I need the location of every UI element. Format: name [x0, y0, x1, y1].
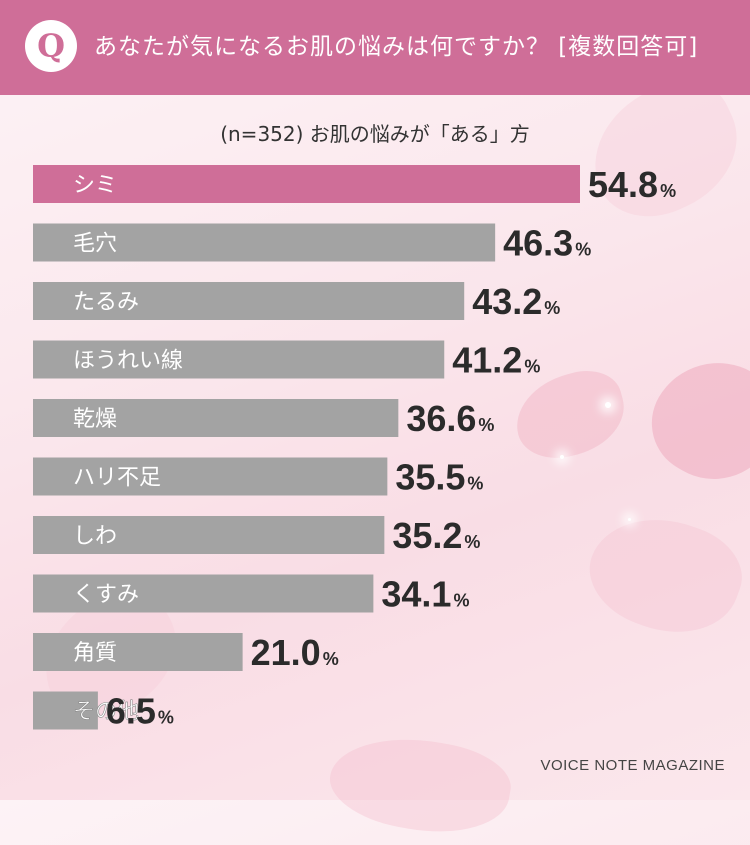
value-label-7: 34.1%	[381, 574, 469, 615]
value-number-3: 41.2	[452, 340, 522, 381]
bar-8	[33, 633, 243, 671]
bar-4	[33, 399, 399, 437]
value-unit-9: %	[158, 708, 174, 728]
chart-title: (n=352) お肌の悩みが「ある」方	[220, 122, 530, 146]
value-label-1: 46.3%	[503, 223, 591, 264]
value-number-6: 35.2	[392, 515, 462, 556]
sparkle-decoration	[560, 455, 564, 459]
bar-9	[33, 691, 98, 730]
bar-label-3: ほうれい線	[73, 349, 183, 374]
value-label-4: 36.6%	[406, 398, 494, 439]
value-number-4: 36.6	[406, 398, 476, 439]
bar-0	[33, 165, 580, 203]
value-unit-0: %	[660, 181, 676, 201]
bar-label-9: その他	[73, 700, 139, 725]
value-unit-1: %	[575, 240, 591, 260]
bar-5	[33, 457, 388, 496]
value-number-9: 6.5	[106, 691, 156, 732]
brand-watermark: VOICE NOTE MAGAZINE	[540, 757, 725, 774]
bar-label-1: 毛穴	[73, 232, 117, 257]
bar-7	[33, 574, 374, 613]
value-label-6: 35.2%	[392, 515, 480, 556]
question-header: Q あなたが気になるお肌の悩みは何ですか？ [複数回答可]	[0, 0, 750, 95]
bar-chart: シミ 54.8 % 毛穴 46.3 % たるみ 43.2 % ほうれい線 41.2 % 乾燥 36.6 % ハ…	[33, 164, 676, 732]
value-unit-2: %	[544, 298, 560, 318]
value-label-5: 35.5%	[395, 457, 483, 498]
value-number-8: 21.0	[251, 632, 321, 673]
bar-label-7: くすみ	[73, 583, 139, 608]
bar-label-5: ハリ不足	[73, 466, 161, 491]
value-number-7: 34.1	[381, 574, 451, 615]
bar-6	[33, 516, 385, 554]
value-label-0: 54.8%	[588, 164, 676, 205]
value-unit-8: %	[323, 649, 339, 669]
sparkle-decoration	[628, 518, 631, 521]
bar-label-8: 角質	[73, 641, 117, 666]
question-badge: Q	[25, 20, 77, 72]
bar-label-6: しわ	[73, 524, 117, 549]
bar-1	[33, 223, 496, 262]
value-unit-5: %	[467, 474, 483, 494]
bar-label-2: たるみ	[73, 290, 139, 315]
bar-label-0: シミ	[73, 173, 117, 198]
question-title: あなたが気になるお肌の悩みは何ですか？ [複数回答可]	[94, 34, 699, 60]
value-unit-7: %	[453, 591, 469, 611]
sparkle-decoration	[605, 402, 611, 408]
value-number-1: 46.3	[503, 223, 573, 264]
value-label-8: 21.0%	[251, 632, 339, 673]
value-label-9: 6.5%	[106, 691, 174, 732]
value-number-0: 54.8	[588, 164, 658, 205]
bar-label-4: 乾燥	[73, 407, 117, 432]
value-label-3: 41.2%	[452, 340, 540, 381]
value-unit-4: %	[478, 415, 494, 435]
value-number-2: 43.2	[472, 281, 542, 322]
value-label-2: 43.2%	[472, 281, 560, 322]
value-unit-3: %	[524, 357, 540, 377]
value-unit-6: %	[464, 532, 480, 552]
value-number-5: 35.5	[395, 457, 465, 498]
bar-2	[33, 282, 465, 320]
bar-3	[33, 340, 445, 379]
